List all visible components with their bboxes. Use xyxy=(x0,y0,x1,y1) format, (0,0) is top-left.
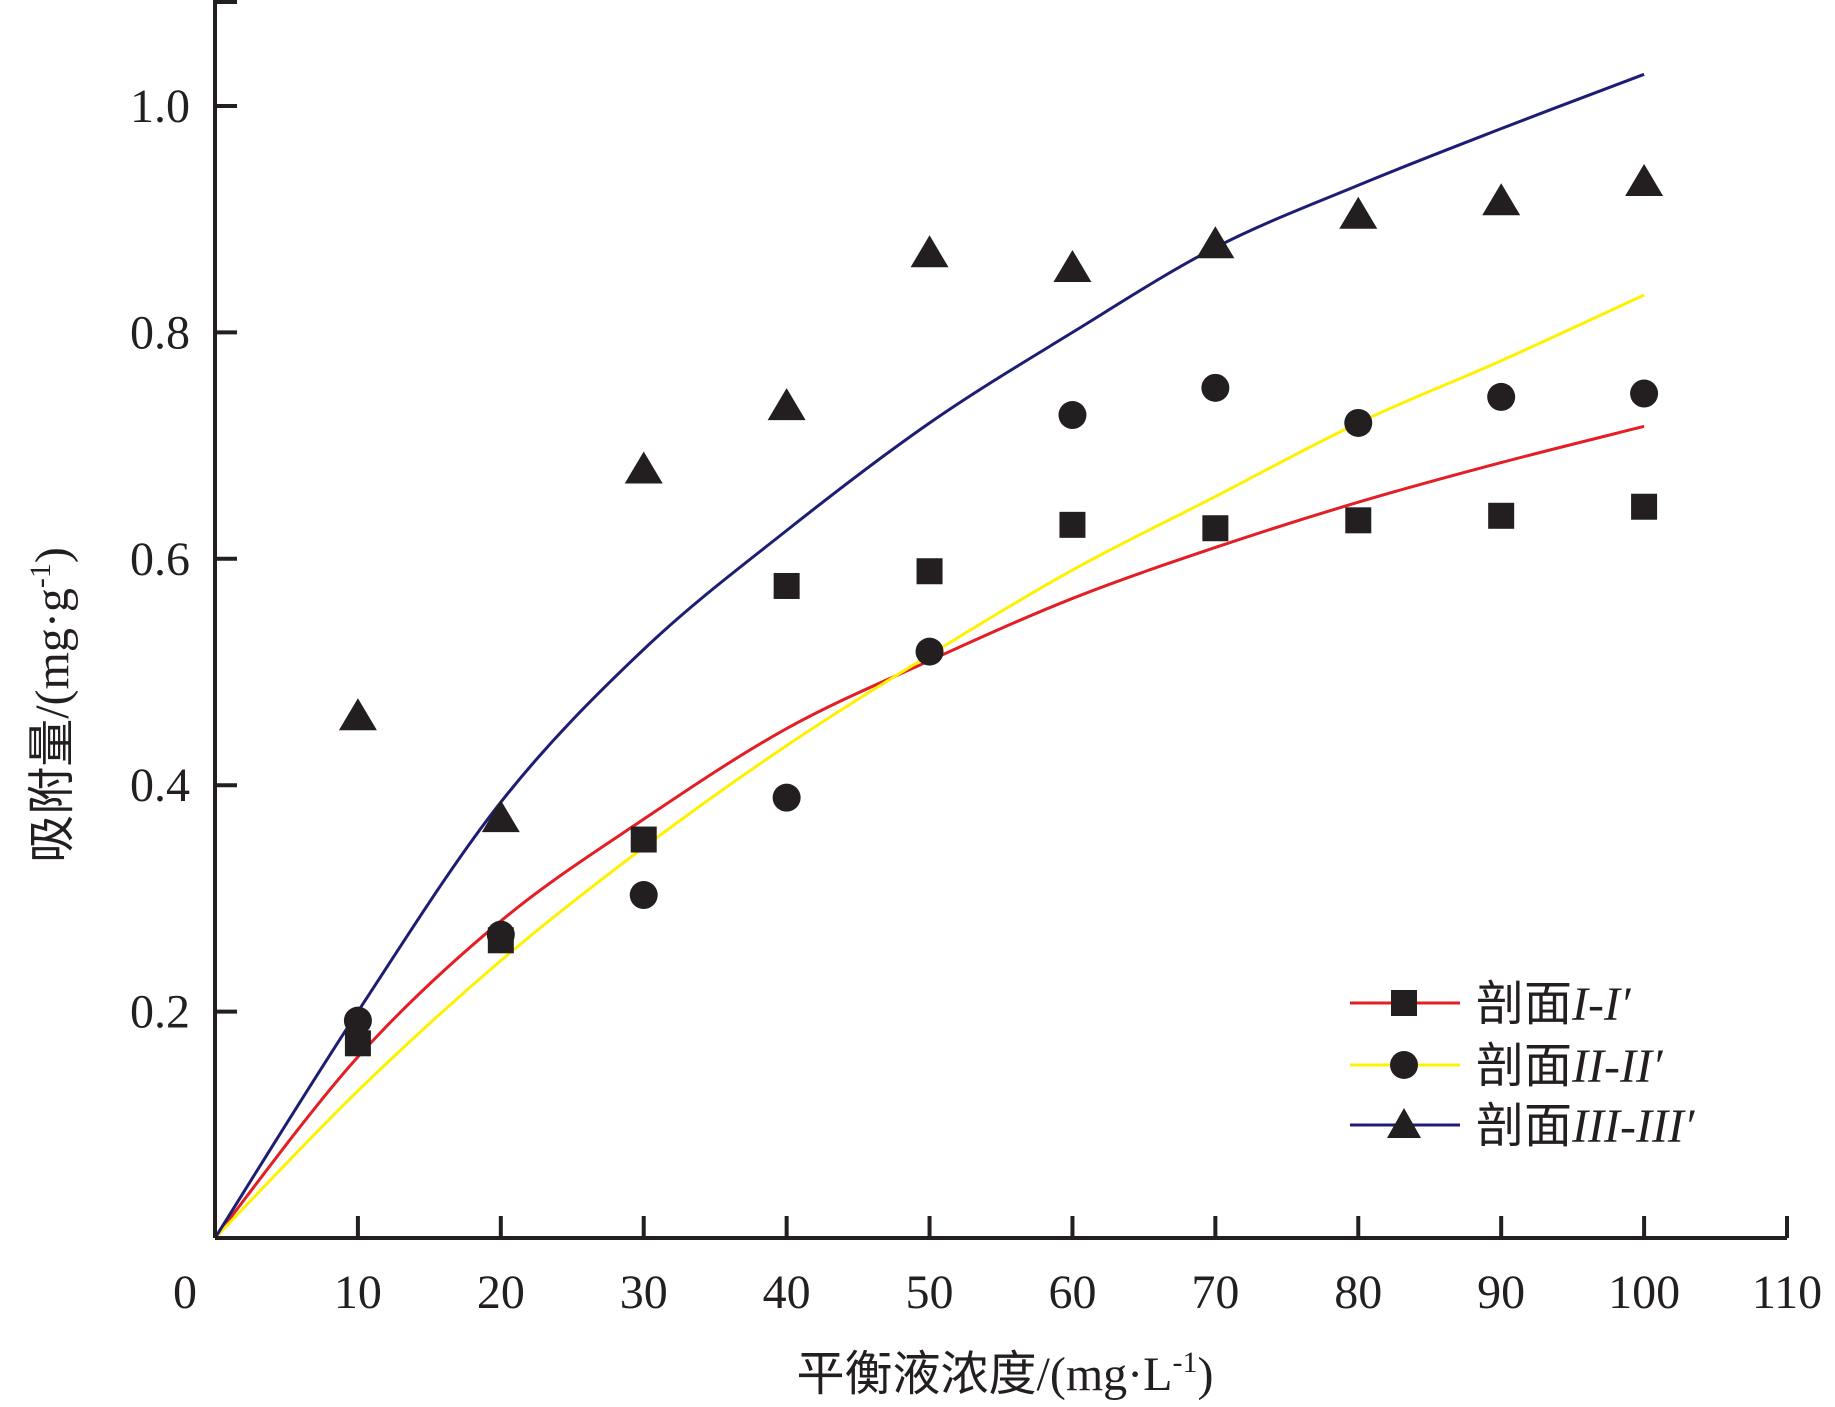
data-point-square xyxy=(630,826,657,853)
x-ticks xyxy=(355,1216,1789,1238)
x-tick-label: 110 xyxy=(1752,1266,1822,1319)
fit-lines xyxy=(213,72,1645,1240)
data-point-circle xyxy=(1344,408,1373,437)
data-point-triangle xyxy=(624,451,663,484)
data-point-triangle xyxy=(481,800,520,833)
legend-label-series-3-suffix: III-III′ xyxy=(1571,1100,1696,1153)
data-point-circle xyxy=(343,1006,372,1035)
data-point-triangle xyxy=(910,235,949,268)
x-tick-label: 20 xyxy=(477,1266,525,1319)
fit-line-series-1 xyxy=(213,424,1645,1239)
legend-marker-circle xyxy=(1390,1051,1418,1079)
x-axis-title-end: ) xyxy=(1197,1348,1213,1401)
legend-label-series-2-prefix: 剖面 xyxy=(1476,1040,1572,1093)
data-point-circle xyxy=(772,783,801,812)
data-point-circle xyxy=(1058,401,1087,430)
x-tick-label: 60 xyxy=(1048,1266,1096,1319)
data-point-triangle xyxy=(1482,183,1521,216)
x-tick-label: 90 xyxy=(1477,1266,1525,1319)
legend-label-series-3-prefix: 剖面 xyxy=(1476,1100,1572,1153)
x-tick-label: 70 xyxy=(1191,1266,1239,1319)
data-point-triangle xyxy=(1625,163,1664,196)
x-tick-label: 0 xyxy=(173,1266,197,1319)
data-point-triangle xyxy=(338,698,377,731)
data-markers xyxy=(338,163,1664,1057)
y-tick-label: 1.0 xyxy=(130,80,190,133)
fit-line-series-2 xyxy=(213,293,1645,1240)
data-point-circle xyxy=(629,881,658,910)
x-tick-label: 10 xyxy=(334,1266,382,1319)
legend-item-series-1: 剖面I-I′ xyxy=(1350,978,1632,1031)
data-point-triangle xyxy=(767,388,806,421)
y-tick-label: 0.6 xyxy=(130,533,190,586)
y-axis-title-sup: -1 xyxy=(24,563,57,588)
data-point-triangle xyxy=(1053,250,1092,283)
data-point-circle xyxy=(915,637,944,666)
legend-label-series-3: 剖面III-III′ xyxy=(1476,1100,1696,1153)
data-point-square xyxy=(916,558,943,585)
data-point-square xyxy=(1345,507,1372,534)
axes xyxy=(213,0,1787,1240)
y-axis-title: 吸附量/(mg·g-1) xyxy=(24,547,79,863)
y-axis-title-main: 吸附量/(mg·g xyxy=(26,588,79,863)
y-tick-label: 0.2 xyxy=(130,986,190,1039)
legend-label-series-2-suffix: II-II′ xyxy=(1571,1040,1664,1093)
x-axis-title-main: 平衡液浓度/(mg·L xyxy=(797,1348,1173,1401)
data-point-square xyxy=(773,572,800,599)
legend-label-series-1-prefix: 剖面 xyxy=(1476,978,1572,1031)
x-tick-label: 50 xyxy=(906,1266,954,1319)
data-point-circle xyxy=(1487,382,1516,411)
x-tick-label: 30 xyxy=(620,1266,668,1319)
y-tick-label: 0.8 xyxy=(130,306,190,359)
legend-label-series-2: 剖面II-II′ xyxy=(1476,1040,1664,1093)
data-point-triangle xyxy=(1196,226,1235,259)
data-point-circle xyxy=(1630,379,1659,408)
x-axis-title-sup: -1 xyxy=(1172,1346,1197,1379)
x-tick-label: 80 xyxy=(1334,1266,1382,1319)
tick-labels: 0 10 20 30 40 50 60 70 80 90 100 110 0.2 0.4 0.6 0.8 1.0 xyxy=(130,80,1822,1319)
x-tick-label: 100 xyxy=(1608,1266,1680,1319)
fit-line-series-3 xyxy=(213,72,1645,1239)
legend-marker-triangle xyxy=(1387,1108,1421,1138)
legend-item-series-3: 剖面III-III′ xyxy=(1350,1100,1696,1153)
legend-label-series-1-suffix: I-I′ xyxy=(1571,978,1632,1031)
legend-marker-square xyxy=(1391,990,1417,1016)
x-axis-title: 平衡液浓度/(mg·L-1) xyxy=(797,1346,1214,1401)
data-point-triangle xyxy=(1339,196,1378,229)
legend-label-series-1: 剖面I-I′ xyxy=(1476,978,1632,1031)
data-point-square xyxy=(1202,515,1229,542)
y-tick-label: 0.4 xyxy=(130,759,190,812)
x-tick-label: 40 xyxy=(763,1266,811,1319)
data-point-square xyxy=(1631,493,1658,520)
data-point-square xyxy=(1488,502,1515,529)
data-point-square xyxy=(1059,511,1086,538)
legend-item-series-2: 剖面II-II′ xyxy=(1350,1040,1664,1093)
data-point-circle xyxy=(486,920,515,949)
y-ticks xyxy=(215,104,237,1014)
data-point-circle xyxy=(1201,373,1230,402)
y-axis-title-end: ) xyxy=(26,547,79,563)
legend: 剖面I-I′ 剖面II-II′ 剖面III-III′ xyxy=(1350,978,1696,1153)
